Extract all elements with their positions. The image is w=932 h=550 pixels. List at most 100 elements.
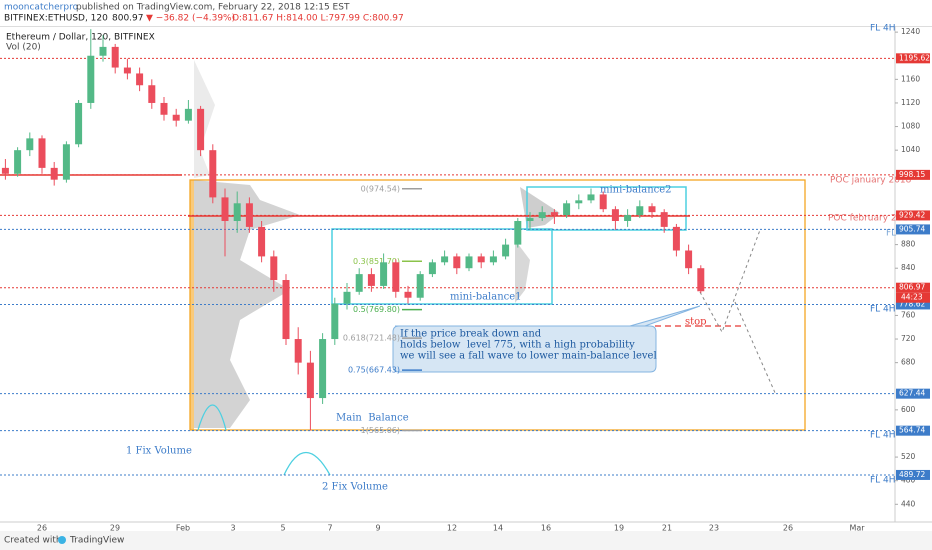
fib-label: 1(565.06) xyxy=(361,426,400,435)
countdown-tag xyxy=(896,292,930,303)
candle-body xyxy=(416,274,424,298)
candle-body xyxy=(245,203,253,227)
fl4h-label: FL 4H xyxy=(870,476,896,486)
fix-volume-1: 1 Fix Volume xyxy=(126,446,192,457)
candle-body xyxy=(306,362,314,399)
level-tag-label: 564.74 xyxy=(899,426,925,435)
volume-profile xyxy=(194,180,300,428)
level-tag xyxy=(896,282,930,293)
candle-body xyxy=(453,256,461,269)
candle-body xyxy=(685,250,693,269)
fl4h-label: FL 4H xyxy=(870,24,896,34)
candle-body xyxy=(209,150,217,198)
candle-body xyxy=(587,194,595,201)
candle-body xyxy=(611,209,619,221)
level-tag-label: 929.42 xyxy=(899,210,925,219)
candle-body xyxy=(660,212,668,227)
level-tag-label: 806.97 xyxy=(899,283,925,292)
poc-january: POC january 2018 xyxy=(830,176,912,186)
candle-body xyxy=(148,85,156,103)
candle-body xyxy=(99,46,107,56)
created-with: Created with xyxy=(4,536,62,546)
symbol: BITFINEX:ETHUSD, 120 xyxy=(4,14,108,24)
candle-body xyxy=(550,212,558,216)
chart-title: Ethereum / Dollar, 120, BITFINEX xyxy=(6,33,155,43)
mini-balance1: mini-balance1 xyxy=(450,292,522,303)
level-tag-label: 905.74 xyxy=(899,224,925,233)
candle-body xyxy=(489,256,497,263)
separator xyxy=(0,26,932,27)
scenario-arrow xyxy=(734,301,777,396)
level-tag-label: 627.44 xyxy=(899,389,925,398)
candle-body xyxy=(221,197,229,221)
fib-label: 0.5(769.80) xyxy=(353,305,400,314)
candle-body xyxy=(367,274,375,286)
y-tick-label: 1080 xyxy=(901,122,920,131)
x-tick-label: 3 xyxy=(230,524,235,533)
candle-body xyxy=(136,73,144,86)
candle-body xyxy=(477,256,485,263)
footer-bar xyxy=(0,531,932,550)
fib-label: 0(974.54) xyxy=(361,184,400,193)
level-tag xyxy=(896,425,930,436)
main-balance-edge xyxy=(190,180,194,430)
level-tag xyxy=(896,224,930,235)
fib-label: 0.75(667.43) xyxy=(348,366,400,375)
y-tick-label: 520 xyxy=(901,452,916,461)
level-tag xyxy=(896,388,930,399)
ohlc: O:811.67 H:814.00 L:797.99 C:800.97 xyxy=(232,14,404,24)
candle-body xyxy=(38,138,46,168)
callout-line: holds below level 775, with a high proba… xyxy=(400,340,635,351)
candle-body xyxy=(26,138,34,151)
main-balance: Main Balance xyxy=(336,413,409,424)
y-tick-label: 1120 xyxy=(901,98,920,107)
fix-volume-2: 2 Fix Volume xyxy=(322,482,388,493)
candle-body xyxy=(123,67,131,74)
candle-body xyxy=(355,274,363,292)
level-tag xyxy=(896,469,930,480)
candle-body xyxy=(62,144,70,180)
callout-box xyxy=(392,305,701,373)
candle-body xyxy=(343,291,351,304)
y-tick-label: 600 xyxy=(901,405,916,414)
y-tick-label: 720 xyxy=(901,334,916,343)
mini-balance2: mini-balance2 xyxy=(600,185,672,196)
level-tag xyxy=(896,169,930,180)
volume-profile xyxy=(515,240,530,303)
countdown: 44:23 xyxy=(901,293,923,302)
x-tick-label: 21 xyxy=(662,524,672,533)
fl-label: FL xyxy=(886,229,896,239)
candle-body xyxy=(75,102,83,145)
stop-label: stop xyxy=(685,317,707,328)
fix-volume-arc xyxy=(283,451,331,476)
level-tag xyxy=(896,53,930,64)
level-tag xyxy=(896,299,930,310)
level-tag-label: 998.15 xyxy=(899,170,925,179)
candle-body xyxy=(197,108,205,151)
y-tick-label: 440 xyxy=(901,499,916,508)
fl4h-label: FL 4H xyxy=(870,431,896,441)
x-tick-label: 29 xyxy=(110,524,120,533)
callout-line: we will see a fall wave to lower main-ba… xyxy=(400,351,657,362)
candle-body xyxy=(441,256,449,263)
candle-body xyxy=(172,114,180,121)
y-tick-label: 1160 xyxy=(901,74,920,83)
author: mooncatcherpro xyxy=(4,3,79,13)
level-tag-label: 778.62 xyxy=(899,299,925,308)
y-tick-label: 1240 xyxy=(901,27,920,36)
candle-body xyxy=(428,262,436,275)
candle-body xyxy=(1,167,9,174)
x-tick-label: 19 xyxy=(614,524,624,533)
y-tick-label: 880 xyxy=(901,240,916,249)
candle-body xyxy=(563,203,571,216)
y-tick-label: 1040 xyxy=(901,145,920,154)
x-tick-label: 5 xyxy=(280,524,285,533)
brand: TradingView xyxy=(69,536,124,546)
fib-label: 0.618(721.48) xyxy=(343,334,400,343)
candle-body xyxy=(599,194,607,210)
fix-volume-arc xyxy=(197,404,227,431)
candle-body xyxy=(526,218,534,221)
candle-body xyxy=(392,262,400,292)
mini-balance2-box xyxy=(526,186,687,231)
